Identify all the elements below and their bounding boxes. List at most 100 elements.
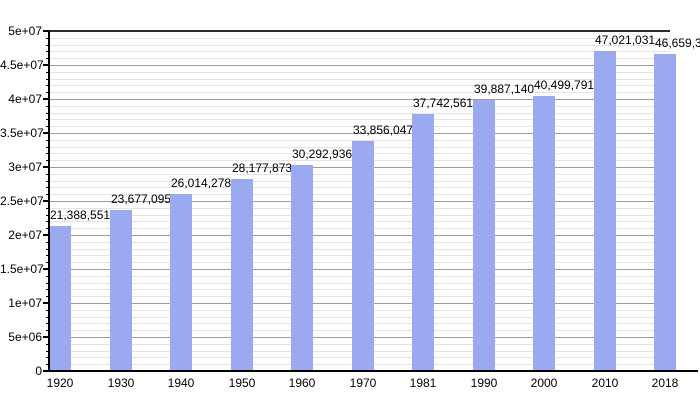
y-minor-tick <box>46 79 49 80</box>
y-major-tick <box>43 64 49 66</box>
x-tick-label: 1940 <box>167 376 195 390</box>
gridline-major <box>49 133 670 134</box>
y-tick-label: 2e+07 <box>8 228 42 242</box>
gridline-minor <box>49 113 670 114</box>
gridline-major <box>49 99 670 100</box>
bar-value-label: 39,887,140 <box>474 82 535 96</box>
y-major-tick <box>43 132 49 134</box>
y-minor-tick <box>46 228 49 229</box>
y-minor-tick <box>46 38 49 39</box>
y-minor-tick <box>46 140 49 141</box>
bar <box>49 226 71 371</box>
bar-value-label: 28,177,873 <box>232 161 293 175</box>
y-minor-tick <box>46 208 49 209</box>
y-tick-label: 5e+07 <box>8 24 42 38</box>
y-minor-tick <box>46 85 49 86</box>
x-axis <box>48 370 698 372</box>
x-tick-label: 1930 <box>107 376 135 390</box>
x-tick-label: 1990 <box>470 376 498 390</box>
y-minor-tick <box>46 126 49 127</box>
y-minor-tick <box>46 255 49 256</box>
bar-value-label: 37,742,561 <box>413 96 474 110</box>
bar <box>170 194 192 371</box>
bar-value-label: 30,292,936 <box>292 147 353 161</box>
gridline-minor <box>49 58 670 59</box>
y-major-tick <box>43 30 49 32</box>
bar-value-label: 47,021,031 <box>595 33 656 47</box>
y-minor-tick <box>46 289 49 290</box>
bar-value-label: 33,856,047 <box>353 123 414 137</box>
bar <box>654 54 676 371</box>
gridline-minor <box>49 106 670 107</box>
y-tick-label: 0 <box>35 364 42 378</box>
gridline-minor <box>49 126 670 127</box>
bar <box>291 165 313 371</box>
y-minor-tick <box>46 153 49 154</box>
bar-value-label: 21,388,551 <box>50 208 111 222</box>
y-tick-label: 1e+07 <box>8 296 42 310</box>
bar <box>110 210 132 371</box>
y-minor-tick <box>46 283 49 284</box>
y-minor-tick <box>46 106 49 107</box>
y-minor-tick <box>46 181 49 182</box>
y-tick-label: 2.5e+07 <box>0 194 44 208</box>
y-minor-tick <box>46 119 49 120</box>
y-tick-label: 4.5e+07 <box>0 58 44 72</box>
y-tick-label: 5e+06 <box>8 330 42 344</box>
y-minor-tick <box>46 147 49 148</box>
y-tick-label: 3e+07 <box>8 160 42 174</box>
y-minor-tick <box>46 357 49 358</box>
x-tick-label: 1981 <box>409 376 437 390</box>
y-minor-tick <box>46 215 49 216</box>
y-tick-label: 1.5e+07 <box>0 262 44 276</box>
y-minor-tick <box>46 344 49 345</box>
y-major-tick <box>43 302 49 304</box>
y-minor-tick <box>46 351 49 352</box>
y-tick-label: 3.5e+07 <box>0 126 44 140</box>
y-major-tick <box>43 234 49 236</box>
y-minor-tick <box>46 92 49 93</box>
y-major-tick <box>43 336 49 338</box>
y-axis <box>48 31 50 372</box>
y-minor-tick <box>46 194 49 195</box>
bar-value-label: 26,014,278 <box>171 176 232 190</box>
y-minor-tick <box>46 58 49 59</box>
y-minor-tick <box>46 276 49 277</box>
y-minor-tick <box>46 364 49 365</box>
y-minor-tick <box>46 296 49 297</box>
y-minor-tick <box>46 323 49 324</box>
bar <box>231 179 253 371</box>
y-minor-tick <box>46 262 49 263</box>
y-minor-tick <box>46 317 49 318</box>
y-minor-tick <box>46 330 49 331</box>
gridline-minor <box>49 85 670 86</box>
y-minor-tick <box>46 242 49 243</box>
y-major-tick <box>43 268 49 270</box>
gridline-minor <box>49 72 670 73</box>
y-minor-tick <box>46 72 49 73</box>
bar-value-label: 23,677,095 <box>111 192 172 206</box>
y-major-tick <box>43 370 49 372</box>
y-tick-label: 4e+07 <box>8 92 42 106</box>
y-minor-tick <box>46 51 49 52</box>
y-major-tick <box>43 166 49 168</box>
y-minor-tick <box>46 310 49 311</box>
y-major-tick <box>43 98 49 100</box>
y-minor-tick <box>46 174 49 175</box>
x-tick-label: 2010 <box>591 376 619 390</box>
bar-value-label: 46,659,302 <box>655 36 700 50</box>
x-tick-label: 1920 <box>46 376 74 390</box>
gridline-minor <box>49 51 670 52</box>
gridline-minor <box>49 119 670 120</box>
x-tick-label: 1950 <box>228 376 256 390</box>
bar <box>352 141 374 371</box>
gridline-minor <box>49 92 670 93</box>
y-minor-tick <box>46 249 49 250</box>
bar <box>412 114 434 371</box>
gridline-minor <box>49 45 670 46</box>
x-tick-label: 1970 <box>349 376 377 390</box>
bar <box>594 51 616 371</box>
x-tick-label: 2000 <box>530 376 558 390</box>
